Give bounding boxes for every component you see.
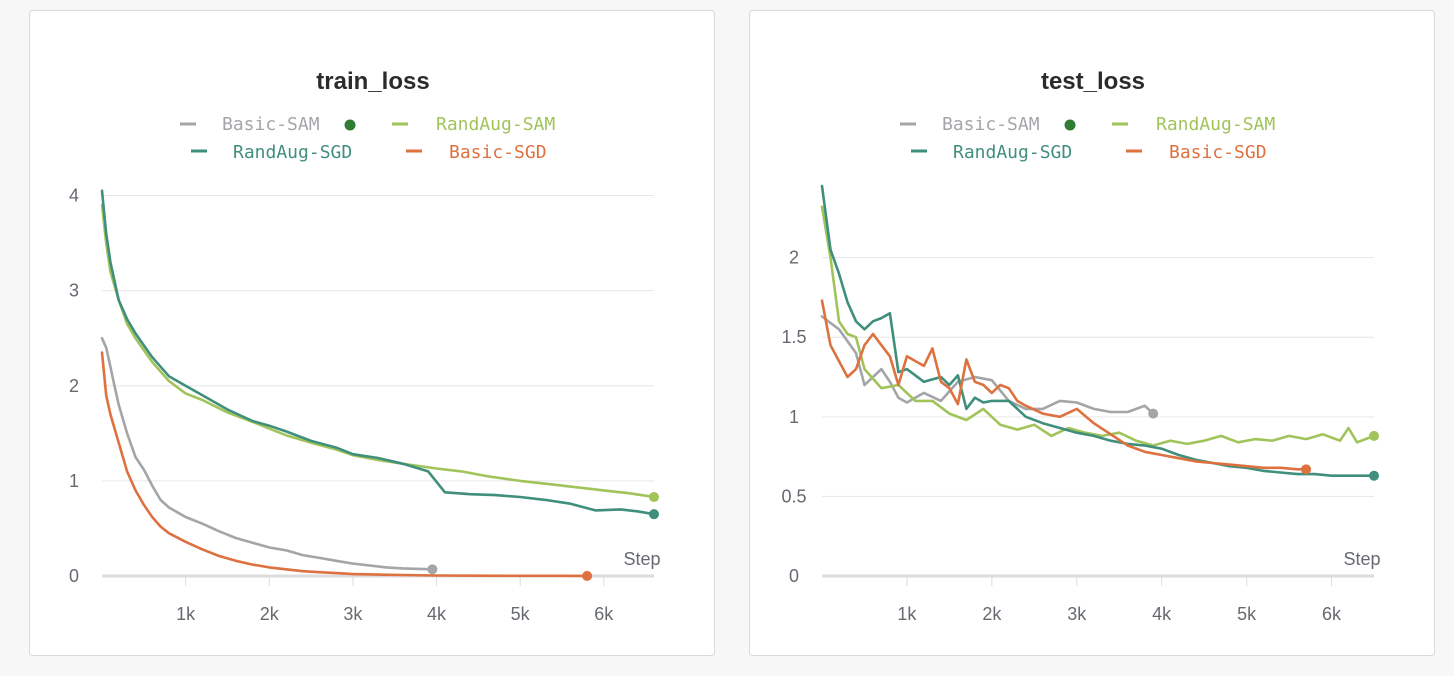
x-tick-label: 4k	[427, 604, 447, 624]
series-lines	[100, 189, 659, 581]
x-axis-label: Step	[623, 549, 660, 569]
series-line-randaug-sgd[interactable]	[820, 184, 1376, 478]
series-line-basic-sgd[interactable]	[100, 351, 589, 578]
chart-legend: Basic-SAM RandAug-SAM RandAug-SGD Basic-…	[180, 114, 555, 163]
x-tick-label: 1k	[176, 604, 196, 624]
y-tick-label: 0	[789, 566, 799, 586]
series-line-basic-sgd[interactable]	[820, 299, 1308, 471]
chart-legend: Basic-SAM RandAug-SAM RandAug-SGD Basic-…	[900, 114, 1275, 163]
y-tick-label: 3	[69, 281, 79, 301]
series-end-point-randaug-sgd[interactable]	[649, 509, 659, 520]
status-dot-icon	[1064, 119, 1076, 131]
series-line-randaug-sam[interactable]	[100, 203, 656, 499]
series-line-basic-sam[interactable]	[820, 315, 1155, 415]
y-tick-label: 2	[69, 376, 79, 396]
chart-title: test_loss	[1041, 68, 1145, 95]
series-end-point-basic-sgd[interactable]	[1301, 464, 1312, 475]
x-axis-label: Step	[1343, 549, 1380, 569]
x-tick-label: 6k	[594, 604, 614, 624]
test-loss-panel: test_loss Basic-SAM RandAug-SAM RandAug-…	[749, 10, 1435, 656]
grid-lines	[102, 195, 654, 482]
legend-label-randaug-sgd: RandAug-SGD	[953, 142, 1072, 163]
y-tick-label: 1	[789, 407, 799, 427]
series-end-point-basic-sgd[interactable]	[582, 570, 593, 581]
train-loss-panel: train_loss Basic-SAM RandAug-SAM RandAug…	[29, 10, 715, 656]
legend-label-basic-sam: Basic-SAM	[222, 114, 320, 135]
series-end-point-basic-sam[interactable]	[1148, 408, 1159, 419]
y-tick-label: 1	[69, 471, 79, 491]
series-end-point-randaug-sgd[interactable]	[1369, 470, 1379, 481]
series-lines	[820, 184, 1379, 481]
x-tick-label: 2k	[260, 604, 280, 624]
series-end-point-randaug-sam[interactable]	[649, 492, 659, 503]
x-tick-label: 4k	[1152, 604, 1172, 624]
test-loss-chart: test_loss Basic-SAM RandAug-SAM RandAug-…	[781, 68, 1380, 624]
y-tick-label: 1.5	[781, 327, 806, 347]
series-end-point-randaug-sam[interactable]	[1369, 430, 1379, 441]
x-tick-label: 2k	[982, 604, 1002, 624]
x-tick-label: 3k	[343, 604, 363, 624]
y-tick-label: 4	[69, 186, 79, 206]
series-line-randaug-sam[interactable]	[820, 205, 1376, 447]
x-tick-label: 1k	[897, 604, 917, 624]
x-tick-label: 5k	[1237, 604, 1257, 624]
status-dot-icon	[344, 119, 356, 131]
y-tick-label: 2	[789, 248, 799, 268]
legend-label-basic-sgd: Basic-SGD	[1169, 142, 1267, 163]
axes: 0 0.5 1 1.5 2 1k 2k 3k 4k 5k 6k	[781, 248, 1374, 624]
x-tick-label: 5k	[511, 604, 531, 624]
y-tick-label: 0.5	[781, 486, 806, 506]
axes: 0 1 2 3 4 1k 2k 3k 4k 5k 6k	[69, 186, 654, 624]
chart-title: train_loss	[316, 68, 429, 95]
series-line-basic-sam[interactable]	[100, 336, 434, 571]
x-tick-label: 6k	[1322, 604, 1342, 624]
legend-label-basic-sam: Basic-SAM	[942, 114, 1040, 135]
legend-label-randaug-sgd: RandAug-SGD	[233, 142, 352, 163]
legend-label-randaug-sam: RandAug-SAM	[1156, 114, 1275, 135]
x-tick-label: 3k	[1067, 604, 1087, 624]
train-loss-chart: train_loss Basic-SAM RandAug-SAM RandAug…	[69, 68, 661, 624]
series-end-point-basic-sam[interactable]	[427, 564, 438, 575]
grid-lines	[822, 257, 1374, 497]
series-line-randaug-sgd[interactable]	[100, 189, 656, 516]
legend-label-randaug-sam: RandAug-SAM	[436, 114, 555, 135]
legend-label-basic-sgd: Basic-SGD	[449, 142, 547, 163]
y-tick-label: 0	[69, 566, 79, 586]
